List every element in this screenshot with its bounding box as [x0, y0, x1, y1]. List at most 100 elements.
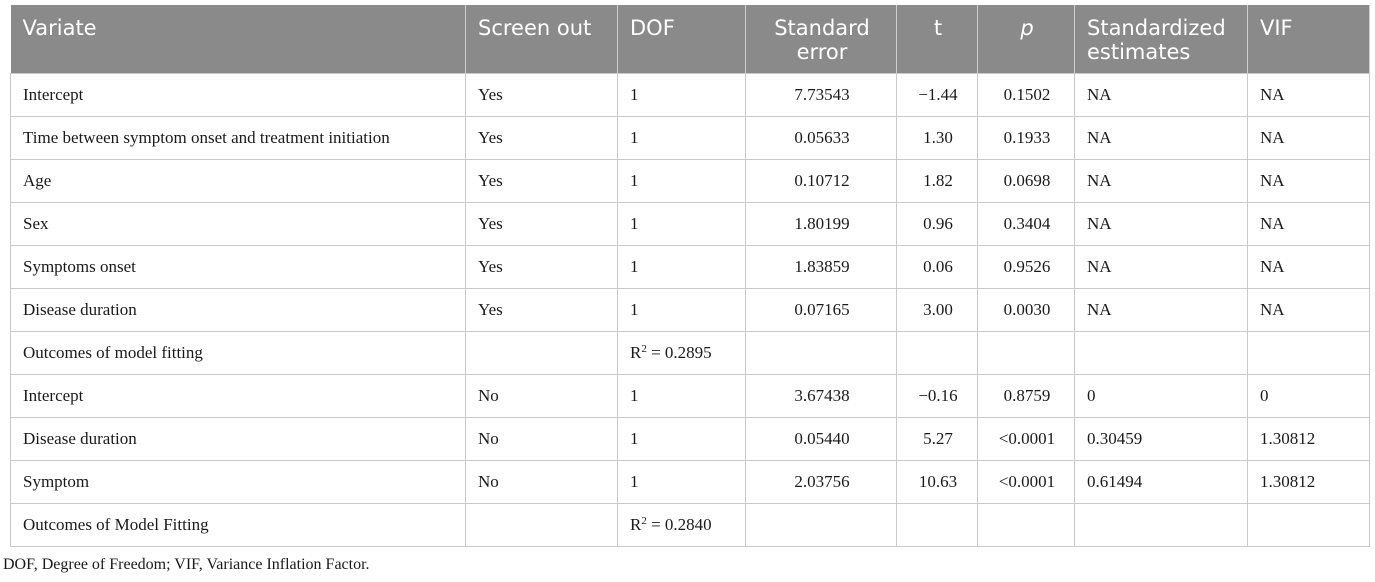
table-cell [977, 331, 1075, 375]
table-row: Sex Yes 1 1.80199 0.96 0.3404 NA NA [10, 202, 1370, 246]
table-cell: 1.83859 [745, 245, 897, 289]
table-row: Age Yes 1 0.10712 1.82 0.0698 NA NA [10, 159, 1370, 203]
table-cell: −1.44 [896, 73, 978, 117]
table-cell: 1 [617, 116, 746, 160]
table-row: Symptoms onset Yes 1 1.83859 0.06 0.9526 NA NA [10, 245, 1370, 289]
table-cell: 1.30 [896, 116, 978, 160]
header-t: t [896, 5, 978, 74]
superscript: 2 [641, 515, 647, 527]
table-row: Intercept Yes 1 7.73543 −1.44 0.1502 NA NA [10, 73, 1370, 117]
table-cell: 1.30812 [1247, 417, 1370, 461]
table-cell: <0.0001 [977, 417, 1075, 461]
table-cell: 0 [1247, 374, 1370, 418]
table-cell: 1.30812 [1247, 460, 1370, 504]
table-cell: 0.9526 [977, 245, 1075, 289]
superscript: 2 [641, 343, 647, 355]
table-cell: Intercept [10, 374, 466, 418]
table-cell: R2 = 0.2840 [617, 503, 746, 547]
table-cell: Sex [10, 202, 466, 246]
table-cell: 7.73543 [745, 73, 897, 117]
table-cell: Yes [465, 202, 618, 246]
table-cell: Yes [465, 116, 618, 160]
table-cell: NA [1074, 202, 1248, 246]
table-cell: NA [1247, 116, 1370, 160]
table-cell: 0.30459 [1074, 417, 1248, 461]
table-cell: 0.0030 [977, 288, 1075, 332]
table-cell: 0.8759 [977, 374, 1075, 418]
table-cell: NA [1074, 288, 1248, 332]
table-cell: Time between symptom onset and treatment… [10, 116, 466, 160]
table-cell: Yes [465, 159, 618, 203]
table-cell: 1 [617, 460, 746, 504]
table-cell: 3.67438 [745, 374, 897, 418]
table-body: Intercept Yes 1 7.73543 −1.44 0.1502 NA NA Time … [10, 73, 1370, 547]
table-cell: NA [1074, 73, 1248, 117]
table-cell [977, 503, 1075, 547]
table-row: Disease duration No 1 0.05440 5.27 <0.0001 0.3… [10, 417, 1370, 461]
table-cell: Intercept [10, 73, 466, 117]
table-cell: NA [1247, 159, 1370, 203]
table-row: Intercept No 1 3.67438 −0.16 0.8759 0 0 [10, 374, 1370, 418]
table-cell: Yes [465, 288, 618, 332]
header-vif: VIF [1247, 5, 1370, 74]
table-cell [1247, 331, 1370, 375]
table-cell: 0.05633 [745, 116, 897, 160]
table-row: Symptom No 1 2.03756 10.63 <0.0001 0.61494 1.30… [10, 460, 1370, 504]
table-cell: 1.80199 [745, 202, 897, 246]
table-cell: 5.27 [896, 417, 978, 461]
table-cell: Disease duration [10, 288, 466, 332]
header-row: Variate Screen out DOF Standard error t … [10, 5, 1370, 74]
table-cell [465, 331, 618, 375]
header-screen-out: Screen out [465, 5, 618, 74]
table-cell: Outcomes of Model Fitting [10, 503, 466, 547]
table-cell [896, 331, 978, 375]
table-cell: No [465, 374, 618, 418]
table-row: Outcomes of model fitting R2 = 0.2895 [10, 331, 1370, 375]
table-cell: 0.3404 [977, 202, 1075, 246]
header-standard-error: Standard error [745, 5, 897, 74]
table-cell: Age [10, 159, 466, 203]
table-cell: 0.07165 [745, 288, 897, 332]
table-cell: 1 [617, 159, 746, 203]
table-cell: 1.82 [896, 159, 978, 203]
table-cell: 1 [617, 374, 746, 418]
table-cell: 1 [617, 202, 746, 246]
regression-table: Variate Screen out DOF Standard error t … [10, 5, 1370, 547]
table-cell: <0.0001 [977, 460, 1075, 504]
header-standardized-estimates: Standardized estimates [1074, 5, 1248, 74]
table-cell: 2.03756 [745, 460, 897, 504]
table-cell [745, 503, 897, 547]
table-cell [465, 503, 618, 547]
table-footnote: DOF, Degree of Freedom; VIF, Variance In… [3, 556, 370, 573]
table-cell: Disease duration [10, 417, 466, 461]
table-cell: Yes [465, 245, 618, 289]
table-cell: NA [1247, 202, 1370, 246]
table-cell: 0 [1074, 374, 1248, 418]
table-cell: Yes [465, 73, 618, 117]
table-cell: 1 [617, 245, 746, 289]
table-cell: 1 [617, 288, 746, 332]
table-cell: NA [1074, 245, 1248, 289]
table-cell: 0.1502 [977, 73, 1075, 117]
table-cell: Symptoms onset [10, 245, 466, 289]
table-row: Outcomes of Model Fitting R2 = 0.2840 [10, 503, 1370, 547]
table-cell: NA [1247, 73, 1370, 117]
table-cell: Outcomes of model fitting [10, 331, 466, 375]
table-cell [896, 503, 978, 547]
header-p-text: p [1020, 16, 1034, 40]
table-cell: 0.10712 [745, 159, 897, 203]
table-cell: No [465, 417, 618, 461]
table-cell: No [465, 460, 618, 504]
table-cell: 10.63 [896, 460, 978, 504]
table-cell: R2 = 0.2895 [617, 331, 746, 375]
table-cell: 0.0698 [977, 159, 1075, 203]
table-cell: 0.1933 [977, 116, 1075, 160]
table-row: Disease duration Yes 1 0.07165 3.00 0.0030 NA N… [10, 288, 1370, 332]
table-cell: −0.16 [896, 374, 978, 418]
table-cell [1074, 331, 1248, 375]
table-cell [1247, 503, 1370, 547]
table-cell: 0.06 [896, 245, 978, 289]
table-cell: NA [1247, 288, 1370, 332]
table-cell: 0.05440 [745, 417, 897, 461]
table-cell: Symptom [10, 460, 466, 504]
